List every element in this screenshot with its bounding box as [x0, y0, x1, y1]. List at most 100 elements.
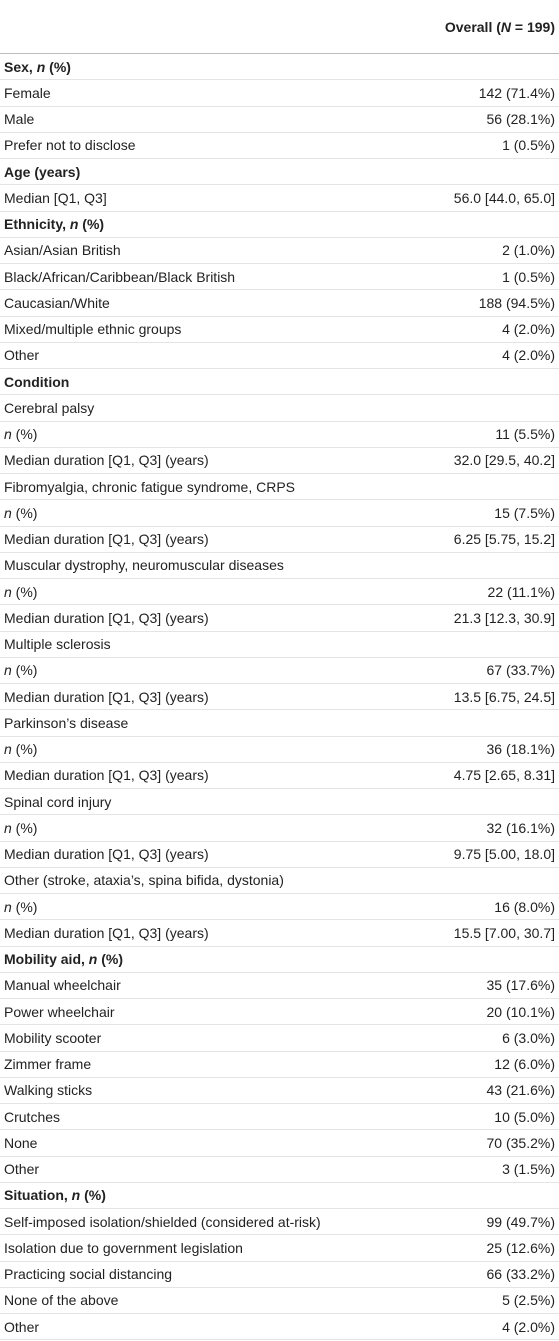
text: (%) [45, 58, 71, 75]
row-value: 32 (16.1%) [391, 814, 559, 842]
row-value: 12 (6.0%) [391, 1051, 559, 1078]
row-value [391, 709, 559, 737]
row-value: 6.25 [5.75, 15.2] [391, 526, 559, 553]
section-title: Condition [0, 368, 391, 396]
row: Black/African/Caribbean/Black British 1 (… [0, 263, 559, 291]
row-value [391, 394, 559, 422]
row-value: 11 (5.5%) [391, 421, 559, 448]
header-cell [0, 0, 391, 54]
row-value: 5 (2.5%) [391, 1287, 559, 1315]
row: Parkinson’s disease [0, 709, 559, 737]
row-label: Spinal cord injury [0, 788, 391, 816]
row: None 70 (35.2%) [0, 1129, 559, 1157]
row-value: 56 (28.1%) [391, 106, 559, 133]
row-label: Mobility scooter [0, 1024, 391, 1052]
row-label: Multiple sclerosis [0, 631, 391, 658]
row-label: Other (stroke, ataxia’s, spina bifida, d… [0, 867, 391, 895]
text: (%) [11, 741, 38, 758]
italic-text: n [4, 583, 12, 600]
row-value: 20 (10.1%) [391, 998, 559, 1026]
row-label: Practicing social distancing [0, 1261, 391, 1288]
row: Isolation due to government legislation 2… [0, 1234, 559, 1262]
row: Other 4 (2.0%) [0, 1313, 559, 1341]
italic-text: n [71, 1187, 81, 1204]
row-value: 4 (2.0%) [391, 1313, 559, 1341]
row-label: Median duration [Q1, Q3] (years) [0, 526, 391, 553]
row-label: n (%) [0, 578, 391, 606]
row-label: Prefer not to disclose [0, 132, 391, 160]
section-row: Condition [0, 368, 559, 396]
row-label: Fibromyalgia, chronic fatigue syndrome, … [0, 473, 391, 501]
row: Self-imposed isolation/shielded (conside… [0, 1208, 559, 1236]
section-row: Mobility aid, n (%) [0, 946, 559, 973]
italic-text: n [88, 951, 98, 968]
cell [391, 946, 559, 973]
cell [391, 368, 559, 396]
row: Spinal cord injury [0, 788, 559, 816]
row-value: 4 (2.0%) [391, 316, 559, 343]
row: Asian/Asian British 2 (1.0%) [0, 237, 559, 265]
section-row: Sex, n (%) [0, 53, 559, 81]
row: n (%) 22 (11.1%) [0, 578, 559, 606]
row-label: Cerebral palsy [0, 394, 391, 422]
row: Mobility scooter 6 (3.0%) [0, 1024, 559, 1052]
text: (%) [11, 504, 38, 521]
row-value: 13.5 [6.75, 24.5] [391, 683, 559, 711]
row-value: 22 (11.1%) [391, 578, 559, 606]
row-value [391, 631, 559, 658]
text: (%) [11, 819, 38, 836]
section-title: Sex, n (%) [0, 53, 391, 81]
row-value [391, 788, 559, 816]
row-label: Isolation due to government legislation [0, 1234, 391, 1262]
row: Male 56 (28.1%) [0, 106, 559, 133]
row-label: Black/African/Caribbean/Black British [0, 263, 391, 291]
row-label: Other [0, 1313, 391, 1341]
section-row: Ethnicity, n (%) [0, 211, 559, 238]
row-value: 6 (3.0%) [391, 1024, 559, 1052]
row-value: 56.0 [44.0, 65.0] [391, 184, 559, 212]
row-value: 15 (7.5%) [391, 499, 559, 527]
italic-text: n [4, 662, 12, 679]
row-label: Muscular dystrophy, neuromuscular diseas… [0, 552, 391, 580]
row-value: 1 (0.5%) [391, 263, 559, 291]
row-value: 9.75 [5.00, 18.0] [391, 841, 559, 868]
row-label: Asian/Asian British [0, 237, 391, 265]
row-value [391, 473, 559, 501]
row: Zimmer frame 12 (6.0%) [0, 1051, 559, 1078]
italic-text: N [500, 18, 512, 35]
row-value: 70 (35.2%) [391, 1129, 559, 1157]
row-label: n (%) [0, 814, 391, 842]
text: Ethnicity, [4, 216, 70, 233]
row-label: Median duration [Q1, Q3] (years) [0, 762, 391, 790]
row-value: 36 (18.1%) [391, 736, 559, 763]
row-label: Parkinson’s disease [0, 709, 391, 737]
italic-text: n [36, 58, 46, 75]
row-value: 2 (1.0%) [391, 237, 559, 265]
italic-text: n [4, 741, 12, 758]
row-label: Median duration [Q1, Q3] (years) [0, 683, 391, 711]
text: (%) [78, 216, 105, 233]
text: (%) [97, 951, 124, 968]
row: Median duration [Q1, Q3] (years) 32.0 [29… [0, 447, 559, 475]
row-label: Median duration [Q1, Q3] (years) [0, 604, 391, 632]
row: Median [Q1, Q3] 56.0 [44.0, 65.0] [0, 184, 559, 212]
italic-text: n [4, 504, 12, 521]
row: None of the above 5 (2.5%) [0, 1287, 559, 1315]
text: Sex, [4, 58, 37, 75]
row: Median duration [Q1, Q3] (years) 4.75 [2.… [0, 762, 559, 790]
text: Overall ( [444, 18, 501, 35]
row-label: Self-imposed isolation/shielded (conside… [0, 1208, 391, 1236]
row: n (%) 16 (8.0%) [0, 893, 559, 921]
row: Manual wheelchair 35 (17.6%) [0, 972, 559, 1000]
text: (%) [11, 426, 38, 443]
italic-text: n [4, 819, 12, 836]
row-label: Median duration [Q1, Q3] (years) [0, 841, 391, 868]
row-value: 1 (0.5%) [391, 132, 559, 160]
row: n (%) 36 (18.1%) [0, 736, 559, 763]
row: Other (stroke, ataxia’s, spina bifida, d… [0, 867, 559, 895]
row: Caucasian/White 188 (94.5%) [0, 289, 559, 317]
text: (%) [80, 1187, 106, 1204]
cell [391, 158, 559, 186]
